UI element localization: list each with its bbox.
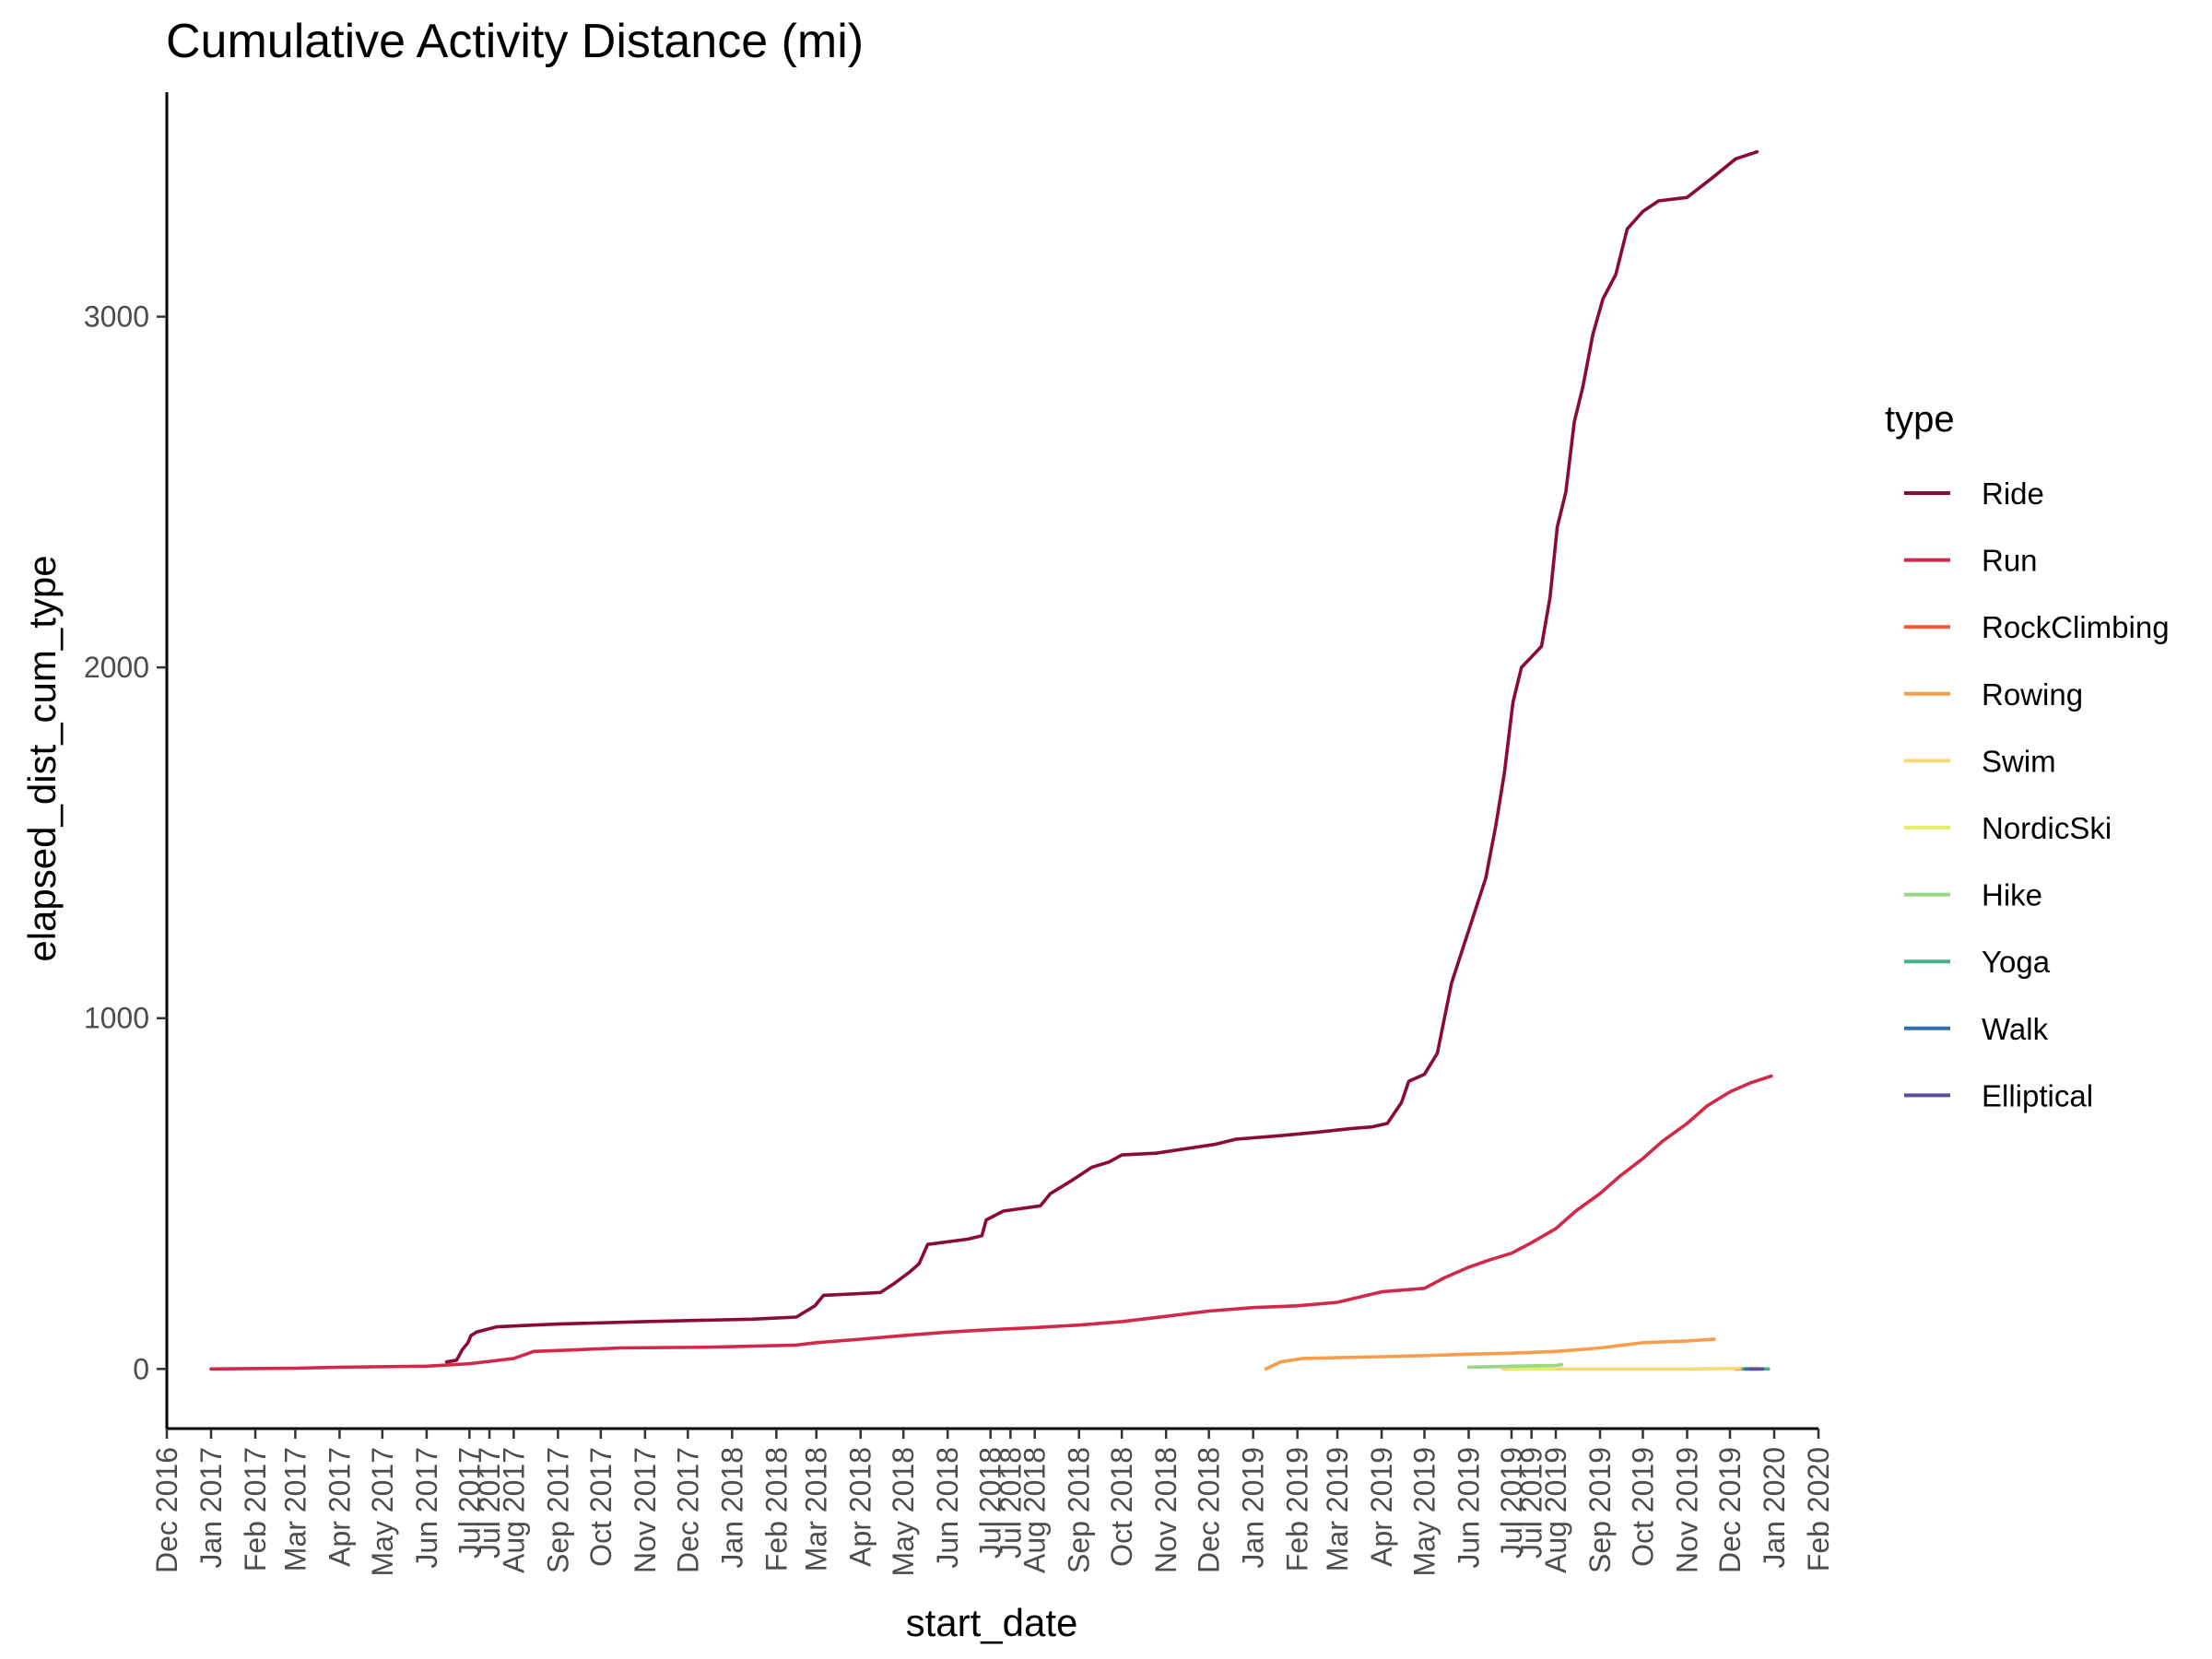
series-line-rowing [1264, 1337, 1716, 1371]
legend-label-hike: Hike [1982, 878, 2042, 912]
x-tick-label: Apr 2017 [323, 1447, 356, 1567]
x-tick-label: Apr 2018 [844, 1447, 877, 1567]
x-tick-label: Jul 2017 [453, 1447, 486, 1559]
x-tick-label: Nov 2019 [1671, 1447, 1704, 1573]
x-tick-label: May 2019 [1408, 1447, 1441, 1577]
chart-title: Cumulative Activity Distance (mi) [166, 15, 864, 68]
x-tick-label: Oct 2018 [1105, 1447, 1138, 1567]
x-tick-label: Feb 2020 [1802, 1447, 1835, 1571]
legend-label-yoga: Yoga [1982, 945, 2051, 979]
series-line-run [209, 1074, 1773, 1371]
legend-label-run: Run [1982, 544, 2038, 578]
x-tick-label: May 2018 [887, 1447, 920, 1577]
x-tick-label: May 2017 [366, 1447, 399, 1577]
x-tick-label: Jun 2019 [1453, 1447, 1486, 1569]
x-tick-label: Aug 2018 [1018, 1447, 1052, 1573]
x-tick-label: Jul 2018 [974, 1447, 1007, 1559]
x-tick-label: Apr 2019 [1365, 1447, 1398, 1567]
series-line-hike [1466, 1362, 1563, 1370]
x-tick-label: Aug 2019 [1539, 1447, 1572, 1573]
x-tick-label: Mar 2017 [278, 1447, 312, 1571]
x-tick-label: Mar 2018 [800, 1447, 833, 1571]
x-tick-label: Dec 2018 [1193, 1447, 1226, 1573]
x-tick-label: Dec 2019 [1713, 1447, 1747, 1573]
y-axis-title: elapsed_dist_cum_type [20, 555, 64, 961]
x-tick-label: Jan 2018 [715, 1447, 748, 1569]
y-tick-label: 3000 [84, 300, 149, 334]
y-axis: 0 1000 2000 3000 [84, 92, 169, 1429]
x-tick-label: Jul 2019 [1515, 1447, 1548, 1559]
x-tick-label: Sep 2019 [1583, 1447, 1617, 1573]
x-tick-label: Oct 2019 [1627, 1447, 1660, 1567]
y-tick-label: 2000 [84, 651, 149, 684]
x-tick-label: Jul 2017 [473, 1447, 506, 1559]
legend: type Ride Run RockClimbing Rowing Swim Nordic… [1885, 399, 2170, 1112]
legend-label-rowing: Rowing [1982, 677, 2083, 712]
legend-label-swim: Swim [1982, 744, 2056, 778]
x-tick-label: Feb 2018 [759, 1447, 793, 1571]
legend-label-nordicski: NordicSki [1982, 811, 2112, 845]
legend-title: type [1885, 399, 1955, 440]
legend-label-walk: Walk [1982, 1012, 2049, 1046]
x-axis-title: start_date [906, 1601, 1078, 1644]
y-tick-label: 0 [133, 1352, 149, 1385]
x-tick-label: Dec 2016 [150, 1447, 183, 1573]
x-tick-label: Feb 2019 [1281, 1447, 1314, 1571]
legend-label-elliptical: Elliptical [1982, 1078, 2093, 1112]
x-tick-label: Aug 2017 [497, 1447, 530, 1573]
series-line-ride [444, 149, 1759, 1364]
x-axis: Dec 2016 Jan 2017 Feb 2017 Mar 2017 Apr 2017… [150, 1427, 1835, 1577]
y-tick-label: 1000 [84, 1002, 149, 1035]
x-tick-label: Oct 2017 [584, 1447, 618, 1567]
x-tick-label: Dec 2017 [671, 1447, 704, 1573]
x-tick-label: Jan 2019 [1237, 1447, 1270, 1569]
legend-label-ride: Ride [1982, 477, 2044, 511]
x-tick-label: Nov 2017 [629, 1447, 662, 1573]
plot-area [209, 149, 1773, 1371]
x-tick-label: Nov 2018 [1149, 1447, 1182, 1573]
x-tick-label: Sep 2018 [1063, 1447, 1096, 1573]
x-tick-label: Sep 2017 [541, 1447, 574, 1573]
x-tick-label: Jan 2017 [194, 1447, 228, 1569]
x-tick-label: Jun 2018 [931, 1447, 964, 1569]
x-tick-label: Jul 2018 [994, 1447, 1027, 1559]
x-tick-label: Jan 2020 [1758, 1447, 1791, 1569]
x-tick-label: Mar 2019 [1321, 1447, 1354, 1571]
x-tick-label: Jul 2019 [1495, 1447, 1528, 1559]
x-tick-label: Feb 2017 [239, 1447, 272, 1571]
x-tick-label: Jun 2017 [410, 1447, 443, 1569]
legend-label-rockclimbing: RockClimbing [1982, 610, 2170, 644]
